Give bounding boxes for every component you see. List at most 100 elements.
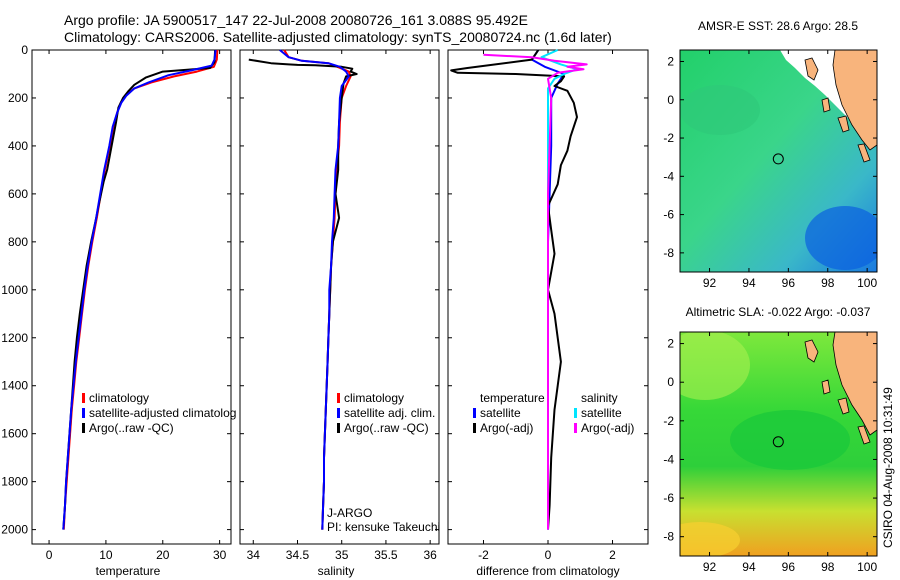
series-line-salinity-argo-adj [483,53,588,530]
sst-map-ticks: 92 94 96 98 100 2 0 -2 -4 -6 -8 [663,50,877,290]
annotation-program: J-ARGO [327,506,372,520]
xtick-label: 30 [213,548,227,562]
legend-label-salt-argo: Argo(-adj) [581,421,634,435]
sla-map-ticks: 92 94 96 98 100 2 0 -2 -4 -6 -8 [663,332,877,574]
map-xtick-label: 92 [703,276,717,290]
depth-axis: 0 200 400 600 800 1000 1200 1400 1600 1800 2000 [1,43,28,537]
ytick-label: 1200 [1,331,28,345]
ytick-label: 400 [8,139,28,153]
sst-land-sumatra [832,50,877,151]
xtick-label: 36 [423,548,437,562]
salinity-series [248,49,358,530]
legend-swatch-satellite [82,408,85,418]
sla-map-title: Altimetric SLA: -0.022 Argo: -0.037 [686,305,871,319]
sla-map-frame [679,331,878,557]
salinity-panel: 34 34.5 35 35.5 36 climatology satellite adj… [239,49,440,578]
temperature-axes-frame [31,49,232,545]
map-xtick-label: 98 [821,276,835,290]
ytick-label: 800 [8,235,28,249]
ytick-label: 0 [21,43,28,57]
legend-label-temp-satellite: satellite [480,406,521,420]
xtick-label: 35.5 [374,548,398,562]
xtick-label: 34.5 [286,548,310,562]
timestamp-stamp: CSIRO 04-Aug-2008 10:31:49 [881,387,895,548]
legend-swatch-satellite [337,408,340,418]
map-ytick-label: -6 [663,208,674,222]
difference-xaxis: -2 0 2 [448,49,648,562]
xtick-label: -2 [478,548,489,562]
legend-swatch-argo [82,423,85,433]
xtick-label: 0 [46,548,53,562]
legend-label-salt-satellite: satellite [581,406,622,420]
map-ytick-label: 0 [667,93,674,107]
xtick-label: 20 [156,548,170,562]
xtick-label: 10 [99,548,113,562]
temperature-panel: 0 200 400 600 800 1000 1200 1400 1600 1800 2000 0 1… [1,43,236,578]
legend-swatch-temp-argo [473,423,476,433]
map-xtick-label: 98 [821,560,835,574]
ytick-label: 1000 [1,283,28,297]
temperature-series [62,49,219,530]
sla-map-panel: Altimetric SLA: -0.022 Argo: -0.037 92 94… [663,305,878,574]
sla-field [680,332,877,556]
difference-xlabel: difference from climatology [476,564,619,578]
xtick-label: 2 [609,548,616,562]
sla-island-mentawai [857,425,871,445]
sla-argo-position-marker [772,436,784,448]
difference-legend: temperature satellite Argo(-adj) salinit… [473,391,634,435]
map-xtick-label: 92 [703,560,717,574]
legend-label-satellite: satellite adj. clim. [344,406,435,420]
legend-label-climatology: climatology [89,391,149,405]
xtick-label: 35 [335,548,349,562]
map-ytick-label: 2 [667,54,674,68]
sla-island-simeulue [804,339,819,363]
sst-island-simeulue [804,57,819,81]
legend-label-satellite: satellite-adjusted climatolog [89,406,236,420]
temperature-xlabel: temperature [96,564,161,578]
map-ytick-label: -6 [663,491,674,505]
sst-island-mentawai [857,143,871,163]
sst-field [680,50,877,272]
legend-title-salinity: salinity [581,391,618,405]
sla-south-patch [680,522,740,556]
temperature-legend: climatology satellite-adjusted climatolo… [82,391,236,435]
map-ytick-label: -4 [663,452,674,466]
map-xtick-label: 100 [857,560,877,574]
map-xtick-label: 94 [742,276,756,290]
ytick-label: 1800 [1,475,28,489]
legend-label-climatology: climatology [344,391,404,405]
map-xtick-label: 96 [782,276,796,290]
legend-swatch-climatology [82,393,85,403]
map-ytick-label: -8 [663,246,674,260]
xtick-label: 0 [545,548,552,562]
map-xtick-label: 96 [782,560,796,574]
temperature-xaxis: 0 10 20 30 [32,49,231,562]
series-line-satellite-adjusted-climatolog [62,49,217,530]
map-xtick-label: 94 [742,560,756,574]
legend-swatch-salt-satellite [574,408,577,418]
legend-swatch-temp-satellite [473,408,476,418]
sst-map-panel: AMSR-E SST: 28.6 Argo: 28.5 92 94 96 98 100 2… [663,19,878,290]
sla-island-nias [821,379,831,395]
sst-island-siberut [837,115,850,133]
legend-swatch-argo [337,423,340,433]
map-ytick-label: 2 [667,337,674,351]
sst-warm-patch [680,85,760,135]
sst-cool-patch [805,206,877,270]
sla-island-siberut [837,397,850,415]
sst-map-title: AMSR-E SST: 28.6 Argo: 28.5 [698,19,858,33]
legend-label-argo: Argo(..raw -QC) [344,421,429,435]
difference-series [450,49,588,530]
sla-land-sumatra [832,332,877,436]
annotation-pi: PI: kensuke Takeuchi [327,520,440,534]
legend-swatch-salt-argo [574,423,577,433]
ytick-label: 200 [8,91,28,105]
map-xtick-label: 100 [857,276,877,290]
ytick-label: 1600 [1,427,28,441]
ytick-label: 1400 [1,379,28,393]
legend-title-temperature: temperature [480,391,545,405]
sst-argo-position-marker [772,153,784,165]
map-ytick-label: 0 [667,375,674,389]
series-line-satellite-adj-clim [279,49,350,530]
figure-title-line2: Climatology: CARS2006. Satellite-adjuste… [64,29,612,45]
